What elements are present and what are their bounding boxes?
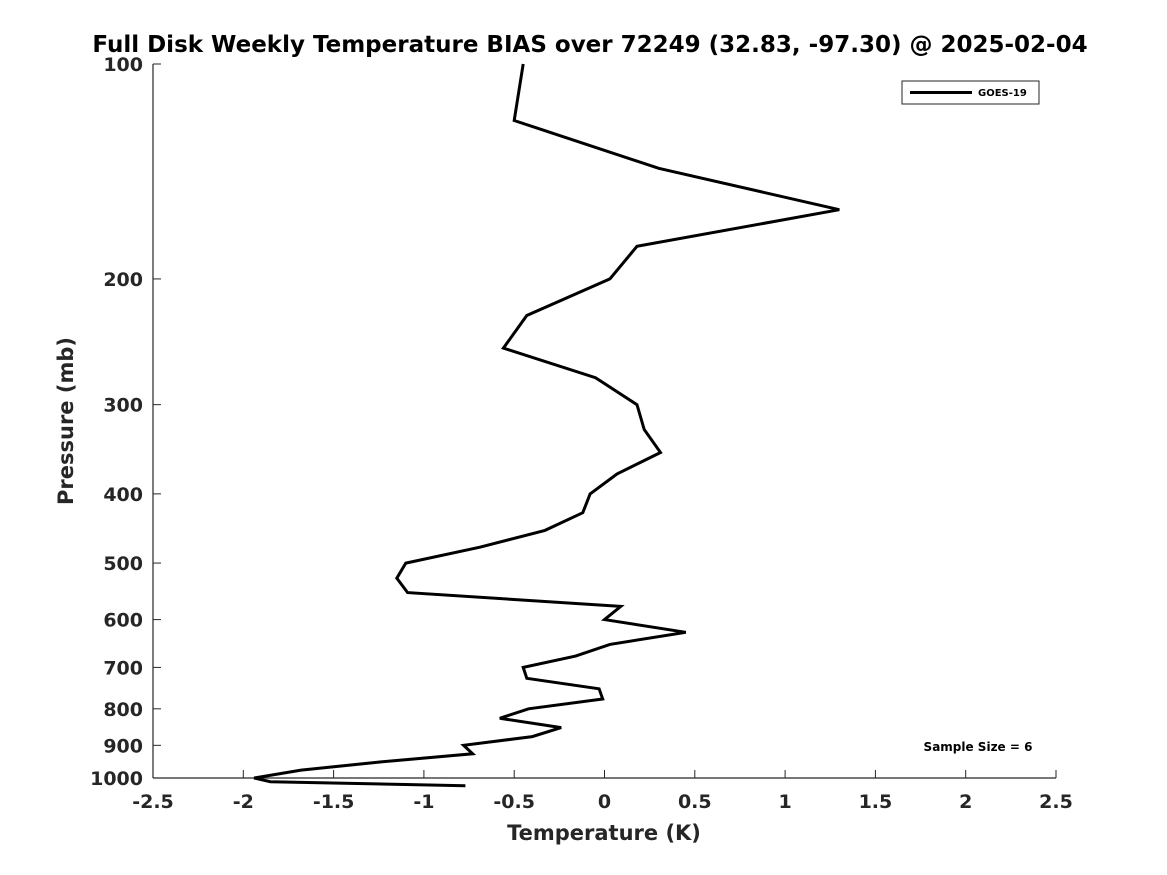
y-axis-label: Pressure (mb) <box>54 337 78 505</box>
x-tick-label: -2.5 <box>132 791 174 813</box>
sample-size-annotation: Sample Size = 6 <box>924 740 1033 754</box>
y-tick-label: 1000 <box>90 768 143 790</box>
x-ticks: -2.5 -2 -1.5 -1 -0.5 0 0.5 1 1.5 2 2.5 <box>132 770 1073 813</box>
x-tick-label: 1.5 <box>859 791 893 813</box>
x-tick-label: 2.5 <box>1039 791 1073 813</box>
x-tick-label: 0 <box>598 791 611 813</box>
x-tick-label: -0.5 <box>493 791 535 813</box>
legend-entry-goes-19: GOES-19 <box>978 88 1027 99</box>
x-tick-label: 0.5 <box>678 791 712 813</box>
plot-series <box>253 63 840 788</box>
y-tick-label: 400 <box>103 484 143 506</box>
y-tick-label: 200 <box>103 269 143 291</box>
x-tick-label: 1 <box>778 791 791 813</box>
chart-title: Full Disk Weekly Temperature BIAS over 7… <box>92 32 1087 58</box>
y-tick-label: 600 <box>103 610 143 632</box>
x-tick-label: -1 <box>413 791 434 813</box>
x-axis-label: Temperature (K) <box>507 821 701 845</box>
y-tick-label: 500 <box>103 553 143 575</box>
x-tick-label: -1.5 <box>313 791 355 813</box>
y-tick-label: 900 <box>103 735 143 757</box>
x-tick-label: 2 <box>959 791 972 813</box>
y-tick-label: 100 <box>103 54 143 76</box>
y-tick-label: 300 <box>103 395 143 417</box>
y-tick-label: 800 <box>103 699 143 721</box>
y-tick-label: 700 <box>103 657 143 679</box>
x-tick-label: -2 <box>233 791 254 813</box>
y-ticks: 100 200 300 400 500 600 700 800 900 1000 <box>90 54 161 790</box>
series-line-goes-19 <box>253 63 840 788</box>
legend: GOES-19 <box>901 80 1040 105</box>
